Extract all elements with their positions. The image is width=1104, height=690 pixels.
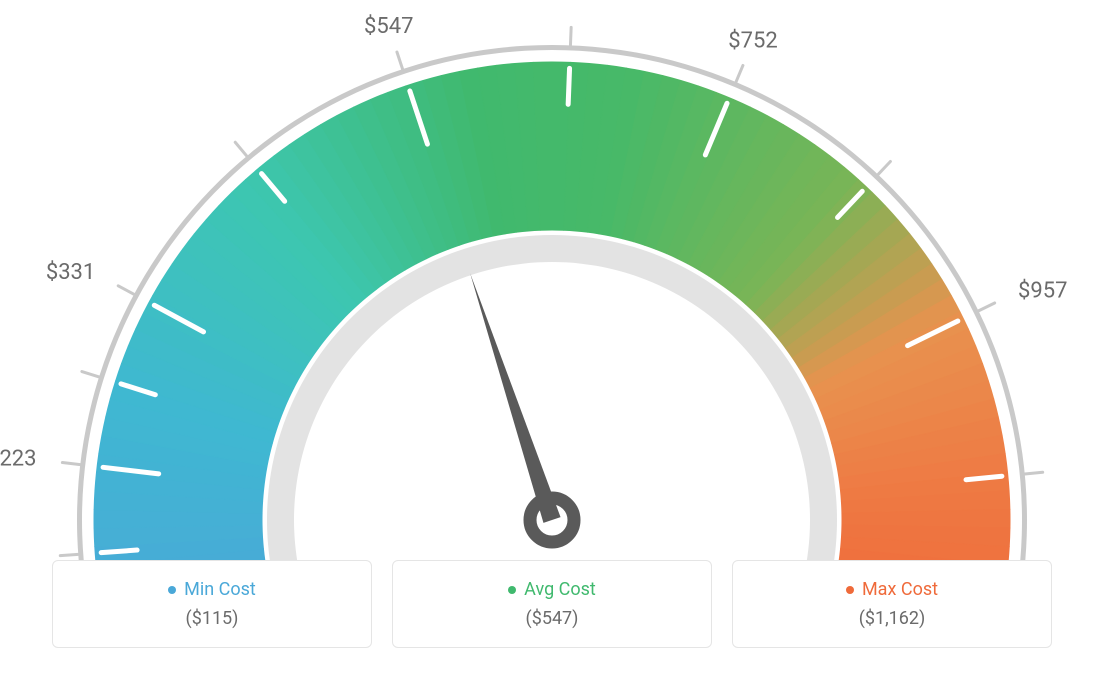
legend-max-value: ($1,162) xyxy=(859,608,926,629)
gauge-area: $115$223$331$547$752$957$1,162 xyxy=(0,0,1104,560)
legend-row: Min Cost ($115) Avg Cost ($547) Max Cost… xyxy=(0,560,1104,648)
cost-gauge-chart: $115$223$331$547$752$957$1,162 Min Cost … xyxy=(0,0,1104,648)
legend-max-title: Max Cost xyxy=(862,579,938,600)
legend-dot-avg xyxy=(508,586,516,594)
legend-card-max: Max Cost ($1,162) xyxy=(732,560,1052,648)
legend-avg-value: ($547) xyxy=(526,608,579,629)
legend-min-title-row: Min Cost xyxy=(168,579,256,600)
legend-min-title: Min Cost xyxy=(184,579,256,600)
gauge-scale-label: $547 xyxy=(364,14,413,39)
legend-card-min: Min Cost ($115) xyxy=(52,560,372,648)
legend-dot-min xyxy=(168,586,176,594)
legend-dot-max xyxy=(846,586,854,594)
gauge-scale-label: $331 xyxy=(46,260,95,285)
legend-avg-title-row: Avg Cost xyxy=(508,579,596,600)
legend-max-title-row: Max Cost xyxy=(846,579,938,600)
gauge-scale-label: $223 xyxy=(0,446,37,471)
legend-card-avg: Avg Cost ($547) xyxy=(392,560,712,648)
legend-min-value: ($115) xyxy=(186,608,239,629)
gauge-scale-label: $752 xyxy=(728,28,777,53)
gauge-scale-label: $957 xyxy=(1018,278,1067,303)
gauge-needle xyxy=(470,273,560,523)
gauge-svg: $115$223$331$547$752$957$1,162 xyxy=(0,0,1104,560)
legend-avg-title: Avg Cost xyxy=(524,579,596,600)
